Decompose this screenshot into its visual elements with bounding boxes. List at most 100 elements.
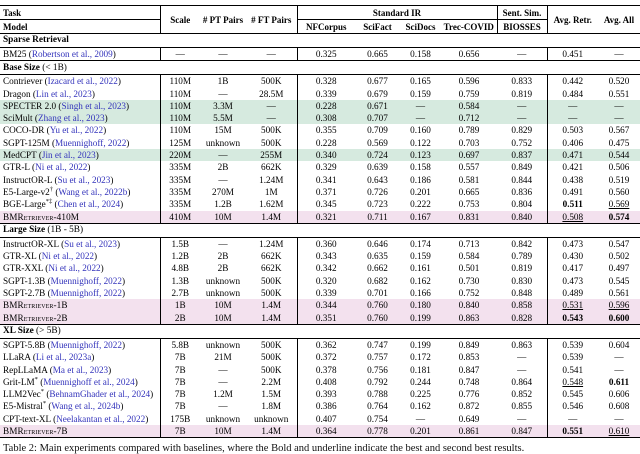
citation-link[interactable]: Muennighoff, 2022 xyxy=(51,276,122,286)
model-cell: COCO-DR (Yu et al., 2022) xyxy=(0,124,160,136)
col-header-ft-pairs: # FT Pairs xyxy=(246,6,297,34)
metric-cell: 0.682 xyxy=(355,275,400,287)
scale-cell: 5.8B xyxy=(160,338,200,351)
metric-cell: 0.393 xyxy=(297,388,355,400)
citation-link[interactable]: Lin et al., 2023 xyxy=(36,89,92,99)
pt-pairs-cell: 1B xyxy=(200,75,246,88)
pt-pairs-cell: 1.2B xyxy=(200,198,246,210)
metric-cell: 0.849 xyxy=(441,338,497,351)
ft-pairs-cell: 500K xyxy=(246,364,297,376)
avg-all-cell: 0.561 xyxy=(598,287,640,299)
model-name: BMRetriever-7B xyxy=(3,426,68,436)
citation: (Li et al., 2023a) xyxy=(33,352,95,362)
metric-cell: 0.321 xyxy=(297,211,355,224)
citation-link[interactable]: Ni et al., 2022 xyxy=(42,251,94,261)
citation-link[interactable]: Su et al., 2023 xyxy=(58,175,111,185)
model-name: GTR-L xyxy=(3,162,30,172)
citation-link[interactable]: Muennighoff, 2022 xyxy=(51,288,122,298)
scale-cell: 7B xyxy=(160,425,200,438)
citation-link[interactable]: Izacard et al., 2022 xyxy=(48,76,118,86)
ft-pairs-cell: 1.8M xyxy=(246,400,297,412)
model-name: CPT-text-XL xyxy=(3,414,51,424)
citation-link[interactable]: Ma et al., 2023 xyxy=(53,365,108,375)
section-title: Sparse Retrieval xyxy=(0,34,640,48)
metric-cell: 0.328 xyxy=(297,75,355,88)
scale-cell: 1.3B xyxy=(160,275,200,287)
citation-link[interactable]: Li et al., 2023a xyxy=(36,352,91,362)
model-name: SGPT-2.7B xyxy=(3,288,45,298)
metric-cell: 0.840 xyxy=(497,211,547,224)
metric-cell: — xyxy=(497,364,547,376)
citation-link[interactable]: Robertson et al., 2009 xyxy=(32,49,113,59)
avg-all-cell: 0.611 xyxy=(598,376,640,388)
ft-pairs-cell: 1M xyxy=(246,186,297,198)
avg-retr-cell: 0.548 xyxy=(547,376,598,388)
pt-pairs-cell: — xyxy=(200,88,246,100)
model-name: Dragon xyxy=(3,89,31,99)
model-cell: E5-Large-v2† (Wang et al., 2022b) xyxy=(0,186,160,198)
metric-cell: 0.677 xyxy=(355,75,400,88)
table-row: Contriever (Izacard et al., 2022)110M1B5… xyxy=(0,75,640,88)
citation-link[interactable]: Zhang et al., 2023 xyxy=(38,113,105,123)
metric-cell: 0.789 xyxy=(441,124,497,136)
avg-retr-cell: 0.438 xyxy=(547,174,598,186)
pt-pairs-cell: 270M xyxy=(200,186,246,198)
metric-cell: 0.158 xyxy=(400,48,441,61)
scale-cell: 7B xyxy=(160,388,200,400)
metric-cell: 0.635 xyxy=(355,250,400,262)
avg-all-cell: 0.610 xyxy=(598,425,640,438)
avg-retr-cell: 0.406 xyxy=(547,137,598,149)
avg-retr-cell: 0.508 xyxy=(547,211,598,224)
metric-cell: 0.343 xyxy=(297,250,355,262)
citation-link[interactable]: Ni et al., 2022 xyxy=(48,263,100,273)
metric-cell: 0.697 xyxy=(441,149,497,161)
pt-pairs-cell: 10M xyxy=(200,299,246,311)
avg-all-cell: — xyxy=(598,112,640,124)
metric-cell: 0.639 xyxy=(355,161,400,173)
pt-pairs-cell: 5.5M xyxy=(200,112,246,124)
section-title: Large Size (1B - 5B) xyxy=(0,223,640,237)
model-cell: BMRetriever-1B xyxy=(0,299,160,311)
citation-link[interactable]: Jin et al., 2023 xyxy=(42,150,96,160)
citation-link[interactable]: Muennighoff, 2022 xyxy=(51,340,122,350)
avg-retr-cell: 0.473 xyxy=(547,237,598,250)
avg-retr-cell: 0.473 xyxy=(547,275,598,287)
citation-link[interactable]: Wang et al., 2024b xyxy=(51,401,120,411)
metric-cell: 0.730 xyxy=(441,275,497,287)
table-row: SGPT-5.8B (Muennighoff, 2022)5.8Bunknown… xyxy=(0,338,640,351)
citation-link[interactable]: Muennighoff, 2022 xyxy=(55,138,126,148)
col-header-model: Model xyxy=(0,20,160,34)
metric-cell: 0.160 xyxy=(400,124,441,136)
model-cell: BMRetriever-410M xyxy=(0,211,160,224)
citation-link[interactable]: Muennighoff et al., 2024 xyxy=(43,377,134,387)
scale-cell: 2.7B xyxy=(160,287,200,299)
citation-link[interactable]: Yu et al., 2022 xyxy=(50,125,103,135)
citation-link[interactable]: Neelakantan et al., 2022 xyxy=(56,414,145,424)
citation-link[interactable]: Wang et al., 2022b xyxy=(58,187,127,197)
metric-cell: 0.325 xyxy=(297,48,355,61)
citation-link[interactable]: BehnamGhader et al., 2024 xyxy=(49,389,150,399)
metric-cell: 0.199 xyxy=(400,338,441,351)
scale-cell: — xyxy=(160,48,200,61)
pt-pairs-cell: 21M xyxy=(200,351,246,363)
model-cell: BMRetriever-2B xyxy=(0,312,160,325)
pt-pairs-cell: unknown xyxy=(200,275,246,287)
table-row: GTR-L (Ni et al., 2022)335M2B662K0.3290.… xyxy=(0,161,640,173)
citation-link[interactable]: Singh et al., 2023 xyxy=(61,101,126,111)
pt-pairs-cell: — xyxy=(200,237,246,250)
model-name: BM25 xyxy=(3,49,27,59)
avg-retr-cell: 0.430 xyxy=(547,250,598,262)
citation-link[interactable]: Ni et al., 2022 xyxy=(35,162,87,172)
group-header-sent-sim: Sent. Sim. xyxy=(497,6,547,20)
metric-cell: — xyxy=(400,100,441,112)
table-row: BGE-Large*‡ (Chen et al., 2024)335M1.2B1… xyxy=(0,198,640,210)
ft-pairs-cell: 2.2M xyxy=(246,376,297,388)
citation-link[interactable]: Su et al., 2023 xyxy=(64,239,117,249)
metric-cell: 0.861 xyxy=(441,425,497,438)
metric-cell: — xyxy=(497,100,547,112)
citation-link[interactable]: Chen et al., 2024 xyxy=(58,199,121,209)
pt-pairs-cell: unknown xyxy=(200,338,246,351)
scale-cell: 110M xyxy=(160,112,200,124)
model-cell: SGPT-2.7B (Muennighoff, 2022) xyxy=(0,287,160,299)
metric-cell: 0.320 xyxy=(297,275,355,287)
